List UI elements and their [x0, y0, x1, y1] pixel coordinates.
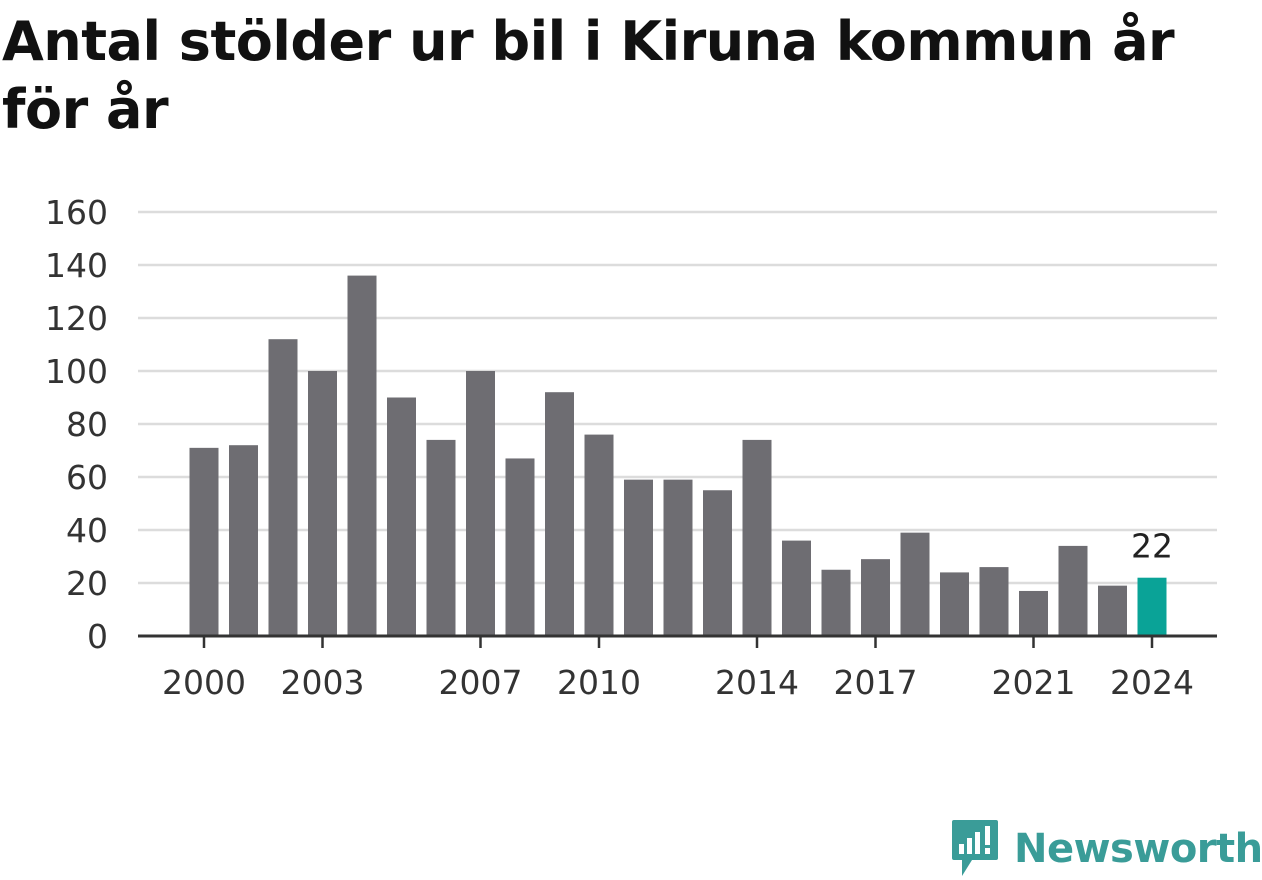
y-tick-label: 0	[87, 617, 108, 656]
y-tick-label: 100	[45, 352, 108, 391]
bar-2017	[861, 559, 890, 636]
annotations: 22	[1131, 527, 1173, 566]
data-label-2024: 22	[1131, 527, 1173, 566]
bar-2007	[466, 371, 495, 636]
bar-2013	[703, 490, 732, 636]
bar-2015	[782, 540, 811, 636]
bar-2016	[821, 569, 851, 636]
bar-2019	[940, 572, 969, 636]
x-tick-label: 2017	[834, 663, 918, 702]
x-tick-label: 2003	[281, 663, 365, 702]
bar-2009	[545, 392, 574, 636]
bar-2003	[308, 371, 337, 636]
bar-2024	[1137, 577, 1167, 636]
bar-2001	[229, 445, 258, 636]
bar-2008	[505, 458, 535, 636]
y-tick-label: 40	[66, 511, 108, 550]
bar-2022	[1058, 545, 1088, 636]
y-tick-label: 20	[66, 564, 108, 603]
x-tick-label: 2021	[992, 663, 1076, 702]
x-tick-label: 2010	[557, 663, 641, 702]
bar-2011	[624, 479, 653, 636]
bar-2005	[387, 397, 416, 636]
newsworthy-logo: Newsworthy	[950, 818, 1262, 880]
y-tick-label: 60	[66, 458, 108, 497]
bar-2000	[189, 447, 219, 636]
x-axis-ticks: 2000 2003 2007 2010 2014 2017 2021 2024	[162, 636, 1194, 702]
bar-2006	[426, 439, 456, 636]
bars	[189, 275, 1167, 636]
x-tick-label: 2014	[715, 663, 799, 702]
bar-2004	[347, 275, 377, 636]
bar-2002	[268, 339, 298, 636]
y-tick-label: 160	[45, 193, 108, 232]
y-tick-label: 80	[66, 405, 108, 444]
y-tick-label: 120	[45, 299, 108, 338]
newsworthy-logo-text: Newsworthy	[1014, 826, 1262, 872]
x-tick-label: 2000	[162, 663, 246, 702]
y-tick-label: 140	[45, 246, 108, 285]
bar-2014	[742, 439, 772, 636]
x-tick-label: 2024	[1110, 663, 1194, 702]
chart-title: Antal stölder ur bil i Kiruna kommun år …	[2, 10, 1175, 141]
bar-2012	[663, 479, 693, 636]
bar-2021	[1019, 590, 1048, 636]
bar-2018	[900, 532, 930, 636]
bar-2010	[584, 434, 614, 636]
newsworthy-logo-icon	[952, 820, 998, 876]
bar-2023	[1098, 585, 1127, 636]
bar-2020	[979, 567, 1009, 636]
y-axis-ticks: 0 20 40 60 80 100 120 140 160	[45, 193, 108, 656]
x-tick-label: 2007	[439, 663, 523, 702]
